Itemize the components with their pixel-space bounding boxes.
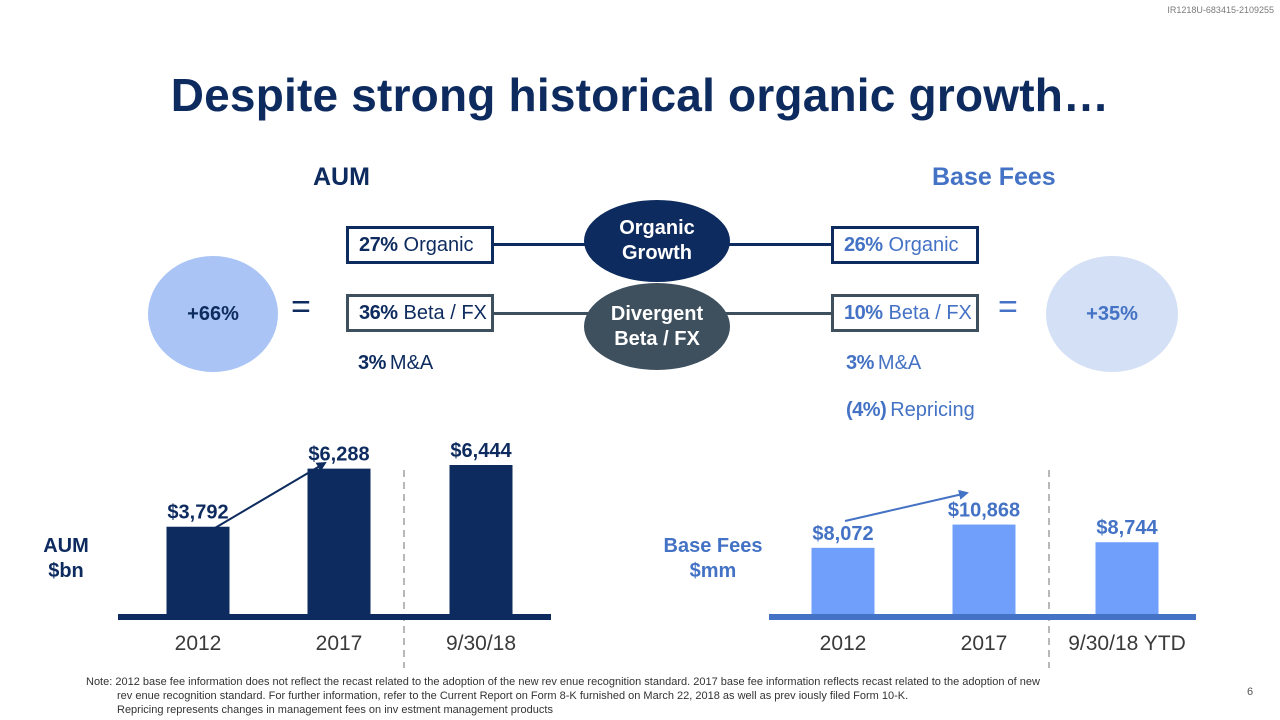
fees-category-label: 9/30/18 YTD (1068, 632, 1186, 655)
fees-data-label: $8,072 (812, 523, 873, 545)
fees-repricing-label: Repricing (890, 399, 975, 421)
aum-bar-9-30-18 (449, 465, 513, 615)
fees-repricing-item: (4%) Repricing (846, 399, 975, 422)
aum-total-circle: +66% (148, 256, 278, 372)
footnote-line2: rev enue recognition standard. For furth… (117, 690, 909, 702)
fees-equals-sign: = (998, 288, 1018, 326)
fees-bar-9-30-18-YTD (1095, 542, 1159, 615)
organic-growth-line1: Organic (619, 217, 695, 239)
aum-ma-label: M&A (389, 352, 434, 374)
fees-organic-pct: 26% (844, 233, 883, 256)
fees-bar-2017 (952, 524, 1016, 615)
slide-title: Despite strong historical organic growth… (170, 69, 1110, 121)
fees-axis-label-line2: $mm (689, 560, 737, 582)
aum-beta-label: Beta / FX (403, 301, 487, 324)
divergent-beta-ellipse: Divergent Beta / FX (584, 283, 730, 370)
fees-beta-pct: 10% (844, 301, 883, 324)
fees-beta-box: 10% Beta / FX (831, 294, 979, 332)
fees-axis-label: Base Fees $mm (648, 534, 778, 584)
aum-organic-label: Organic (403, 233, 474, 256)
document-id: IR1218U-683415-2109255 (1167, 5, 1274, 15)
aum-total-value: +66% (187, 302, 239, 325)
footnote-line3: Repricing represents changes in manageme… (117, 704, 553, 716)
organic-growth-ellipse: Organic Growth (584, 200, 730, 282)
aum-equals-sign: = (291, 288, 311, 326)
aum-category-label: 2012 (175, 632, 222, 655)
base-fees-header: Base Fees (932, 163, 1056, 191)
divergent-beta-line1: Divergent (610, 302, 704, 325)
footnote-line1: Note: 2012 base fee information does not… (86, 676, 1040, 688)
fees-bar-2012 (811, 547, 875, 615)
fees-data-label: $10,868 (948, 500, 1020, 522)
fees-total-value: +35% (1086, 302, 1138, 325)
aum-beta-box: 36% Beta / FX (346, 294, 494, 332)
fees-category-label: 2012 (820, 632, 867, 655)
aum-ma-item: 3% M&A (358, 352, 433, 375)
fees-beta-label: Beta / FX (888, 301, 972, 324)
fees-category-label: 2017 (961, 632, 1008, 655)
aum-organic-pct: 27% (359, 233, 398, 256)
aum-axis-label-line1: AUM (43, 535, 89, 557)
aum-data-label: $6,288 (308, 444, 369, 466)
aum-bar-2017 (307, 468, 371, 615)
aum-beta-pct: 36% (359, 301, 398, 324)
fees-total-circle: +35% (1046, 256, 1178, 372)
fees-organic-label: Organic (888, 233, 959, 256)
aum-category-label: 2017 (316, 632, 363, 655)
aum-growth-arrow (197, 461, 327, 539)
aum-category-label: 9/30/18 (446, 632, 516, 655)
fees-repricing-pct: (4%) (846, 399, 887, 421)
fees-axis-label-line1: Base Fees (663, 535, 763, 557)
fees-data-label: $8,744 (1096, 517, 1158, 539)
divergent-beta-line2: Beta / FX (614, 327, 700, 350)
fees-organic-box: 26% Organic (831, 226, 979, 264)
fees-ma-label: M&A (877, 352, 922, 374)
aum-organic-box: 27% Organic (346, 226, 494, 264)
fees-ma-pct: 3% (846, 352, 874, 374)
aum-ma-pct: 3% (358, 352, 386, 374)
aum-header: AUM (313, 163, 370, 191)
page-number: 6 (1247, 686, 1254, 698)
aum-data-label: $6,444 (450, 440, 512, 462)
aum-data-label: $3,792 (167, 502, 228, 524)
aum-bar-2012 (166, 526, 230, 615)
aum-axis-label: AUM $bn (30, 534, 102, 584)
footnote: Note: 2012 base fee information does not… (86, 675, 1246, 717)
aum-axis-label-line2: $bn (48, 560, 84, 582)
organic-growth-line2: Growth (621, 242, 692, 264)
fees-growth-arrow (844, 489, 969, 522)
fees-ma-item: 3% M&A (846, 352, 921, 375)
